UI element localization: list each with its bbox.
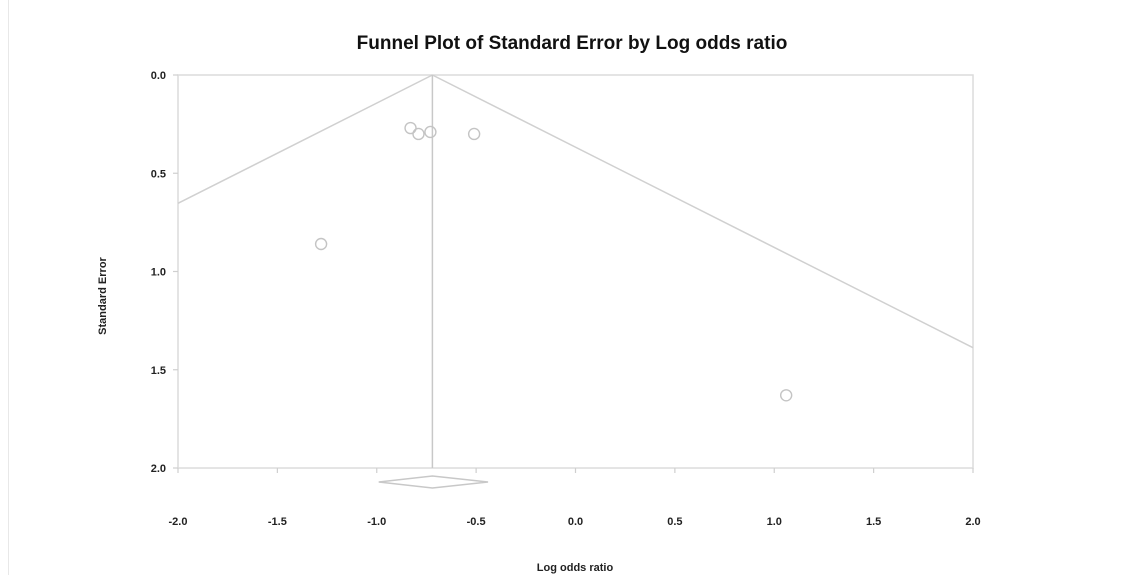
study-point — [467, 127, 481, 141]
y-tick-label: 2.0 — [151, 463, 166, 475]
funnel-right-limit-line — [432, 74, 974, 349]
y-tick-label: 0.0 — [151, 70, 166, 82]
x-tick-label: 2.0 — [965, 516, 980, 528]
study-point — [779, 389, 793, 402]
study-points — [314, 121, 793, 402]
funnel-left-limit-line — [177, 74, 433, 204]
y-tick-label: 1.5 — [151, 365, 166, 377]
y-tick-label: 0.5 — [151, 168, 166, 180]
study-point — [412, 127, 425, 141]
study-point — [314, 237, 328, 251]
x-axis: -2.0 -1.5 -1.0 -0.5 0.0 0.5 1.0 1.5 2.0 — [169, 468, 981, 528]
y-axis: 0.0 0.5 1.0 1.5 2.0 — [151, 70, 178, 475]
chart-title: Funnel Plot of Standard Error by Log odd… — [357, 33, 788, 54]
x-tick-label: -1.0 — [367, 516, 386, 528]
x-tick-label: -2.0 — [169, 516, 188, 528]
y-axis-label: Standard Error — [97, 256, 109, 334]
y-tick-label: 1.0 — [151, 267, 166, 279]
x-axis-label: Log odds ratio — [537, 562, 614, 574]
summary-diamond — [378, 475, 489, 489]
x-tick-label: -1.5 — [268, 516, 287, 528]
study-point — [424, 125, 437, 139]
plot-area-frame — [177, 74, 974, 469]
x-tick-label: 1.0 — [767, 516, 782, 528]
x-tick-label: 0.0 — [568, 516, 583, 528]
x-tick-label: 1.5 — [866, 516, 881, 528]
x-tick-label: -0.5 — [467, 516, 486, 528]
study-point — [404, 121, 417, 135]
left-border-rule — [8, 0, 9, 575]
x-tick-label: 0.5 — [667, 516, 682, 528]
